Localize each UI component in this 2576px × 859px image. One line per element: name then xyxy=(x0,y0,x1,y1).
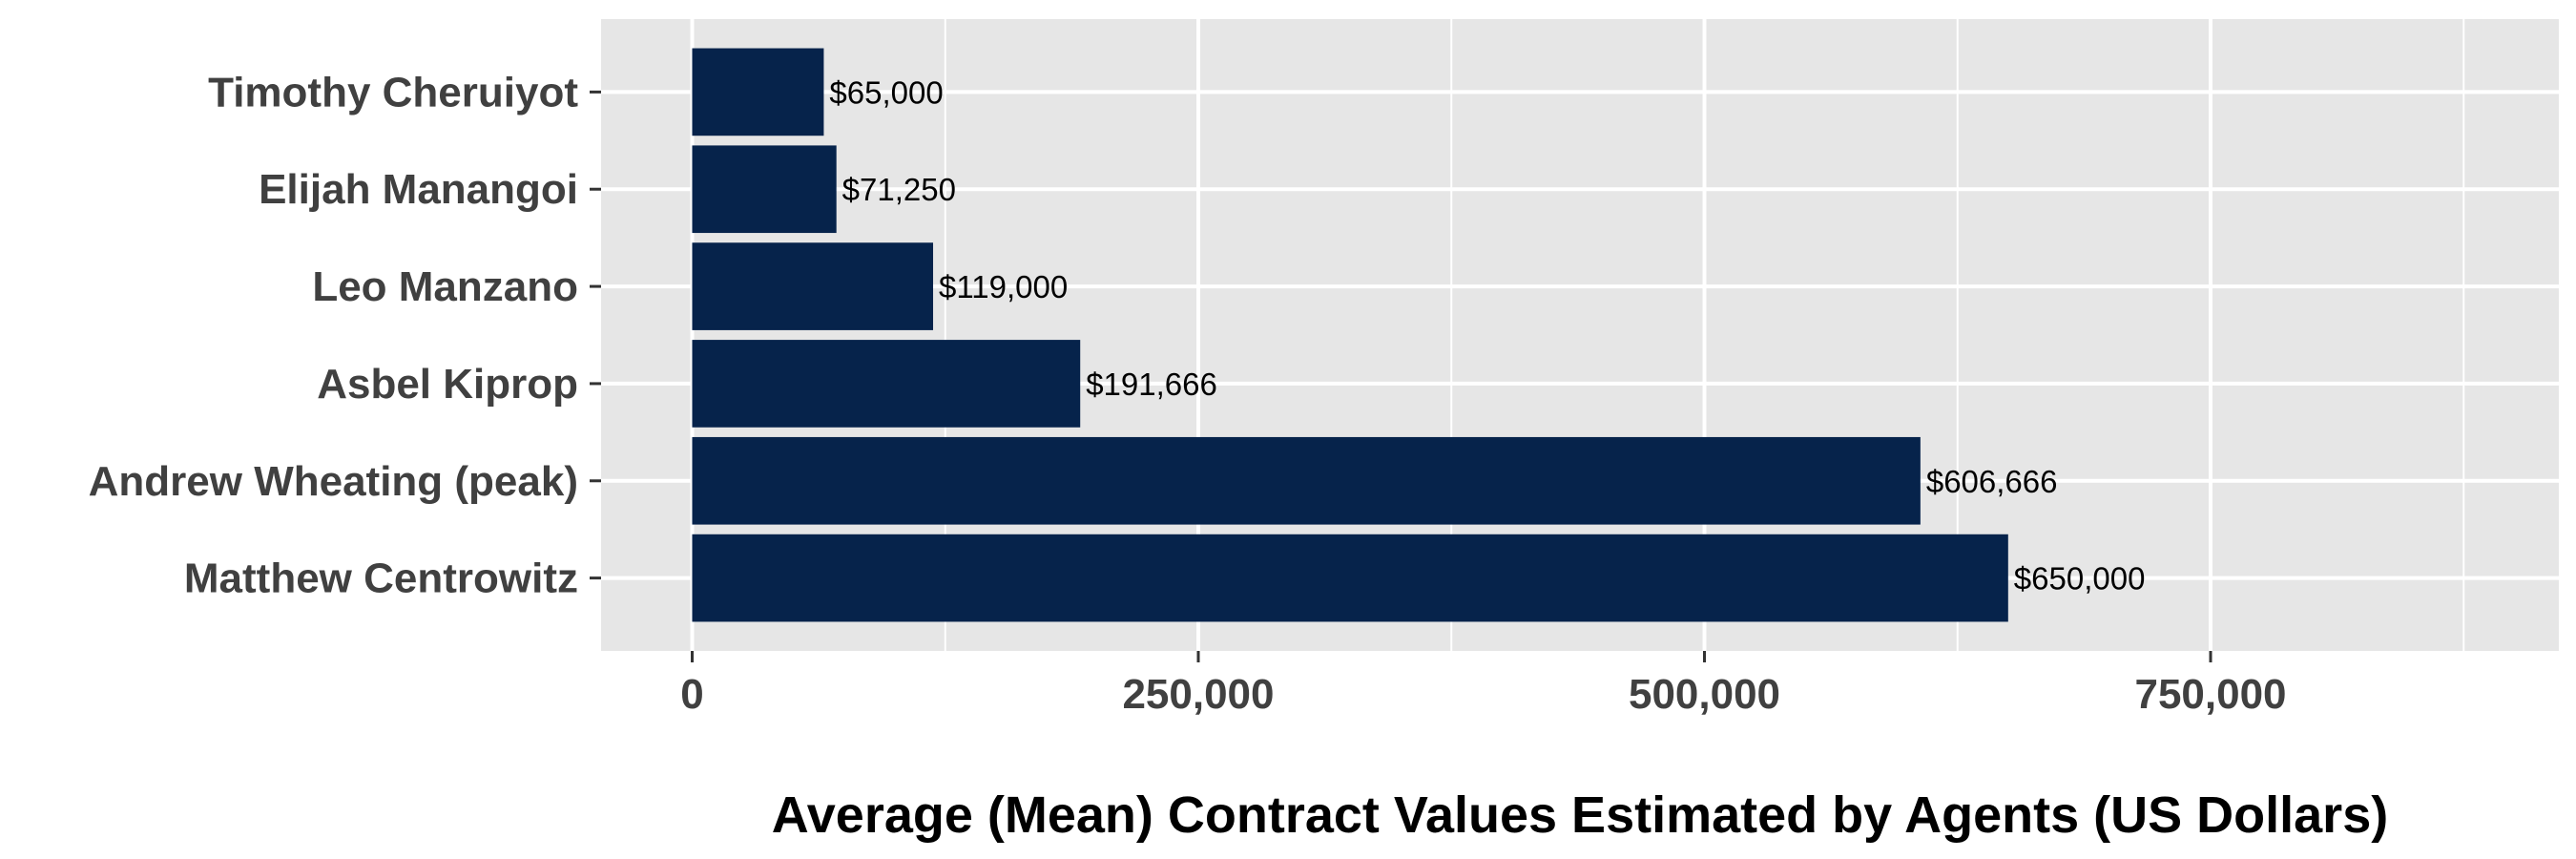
data-label: $71,250 xyxy=(842,172,956,207)
y-axis: Matthew Centrowitz Andrew Wheating (peak)… xyxy=(89,69,601,602)
bar xyxy=(692,242,934,330)
y-tick-label: Matthew Centrowitz xyxy=(184,555,578,602)
bar xyxy=(692,534,2008,622)
x-axis: 0 250,000 500,000 750,000 xyxy=(680,651,2287,718)
y-tick-label: Asbel Kiprop xyxy=(317,361,578,408)
y-tick-label: Timothy Cheruiyot xyxy=(208,69,578,115)
y-tick-label: Andrew Wheating (peak) xyxy=(89,458,578,505)
bar xyxy=(692,145,837,234)
bar xyxy=(692,48,824,136)
bar xyxy=(692,436,1921,525)
x-tick-label: 500,000 xyxy=(1629,671,1780,718)
x-axis-title: Average (Mean) Contract Values Estimated… xyxy=(772,786,2388,844)
data-labels: $650,000 $606,666 $191,666 $119,000 $71,250 $… xyxy=(829,74,2145,596)
data-label: $119,000 xyxy=(939,269,1068,304)
bars xyxy=(692,48,2008,622)
data-label: $65,000 xyxy=(829,74,943,110)
y-tick-label: Leo Manzano xyxy=(312,263,578,310)
data-label: $606,666 xyxy=(1926,464,2058,499)
y-tick-label: Elijah Manangoi xyxy=(259,166,578,213)
data-label: $650,000 xyxy=(2014,561,2146,597)
x-tick-label: 0 xyxy=(680,671,703,718)
data-label: $191,666 xyxy=(1086,367,1217,402)
x-tick-label: 750,000 xyxy=(2134,671,2286,718)
x-tick-label: 250,000 xyxy=(1122,671,1274,718)
bar xyxy=(692,340,1081,428)
